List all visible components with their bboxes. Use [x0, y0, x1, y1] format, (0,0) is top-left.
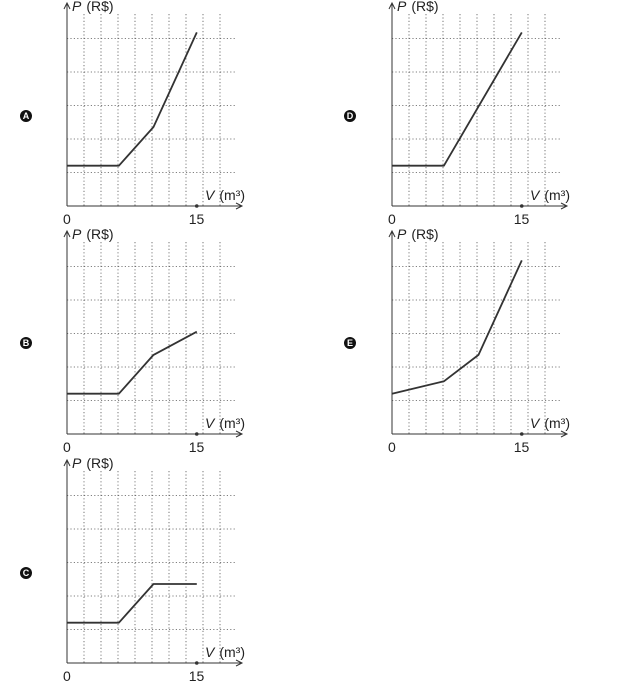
vertical-gridlines — [83, 242, 221, 434]
price-line — [67, 330, 198, 395]
x-tick-label-0: 0 — [63, 439, 71, 455]
y-axis-variable: P — [72, 455, 82, 471]
y-axis-arrow — [63, 1, 71, 10]
y-axis-label: P (R$) — [397, 226, 439, 242]
x-axis-variable: V — [205, 415, 216, 431]
x-axis-label: V (m³) — [205, 415, 245, 431]
x-tick-mark-15 — [194, 204, 199, 208]
badge-circle — [344, 110, 356, 122]
x-axis-label: V (m³) — [205, 187, 245, 203]
x-tick-label-15: 15 — [189, 211, 205, 227]
x-tick-label-15: 15 — [189, 439, 205, 455]
x-axis-unit: (m³) — [219, 644, 245, 660]
horizontal-gridlines — [392, 266, 561, 401]
badge-letter: D — [347, 111, 354, 121]
x-tick-label-0: 0 — [63, 211, 71, 227]
x-tick-mark-15 — [519, 432, 524, 436]
x-axis-arrow — [235, 430, 244, 438]
x-axis-arrow — [235, 202, 244, 210]
x-tick-mark-15 — [519, 204, 524, 208]
x-tick-label-0: 0 — [388, 211, 396, 227]
y-axis-unit: (R$) — [86, 226, 113, 242]
chart-option-d: P (R$) V (m³) 0 15 D — [344, 0, 570, 227]
chart-option-b: P (R$) V (m³) 0 15 B — [20, 226, 245, 455]
option-badge-d: D — [344, 110, 356, 122]
price-line — [67, 583, 197, 624]
y-axis-label: P (R$) — [72, 226, 114, 242]
x-axis-unit: (m³) — [544, 415, 570, 431]
x-axis-variable: V — [530, 187, 541, 203]
vertical-gridlines — [83, 14, 221, 206]
x-tick-label-0: 0 — [388, 439, 396, 455]
price-line — [67, 32, 198, 167]
y-axis-label: P (R$) — [397, 0, 439, 14]
x-tick-label-15: 15 — [189, 668, 205, 684]
chart-option-e: P (R$) V (m³) 0 15 E — [344, 226, 570, 455]
x-axis-variable: V — [530, 415, 541, 431]
y-axis-variable: P — [72, 0, 82, 14]
x-tick-mark-15 — [194, 661, 199, 665]
chart-option-a: P (R$) V (m³) 0 15 A — [20, 0, 245, 227]
y-axis-arrow — [63, 458, 71, 467]
y-axis-unit: (R$) — [86, 455, 113, 471]
x-axis-unit: (m³) — [219, 415, 245, 431]
badge-letter: E — [347, 338, 353, 348]
y-axis-label: P (R$) — [72, 0, 114, 14]
vertical-gridlines — [408, 242, 546, 434]
x-axis-unit: (m³) — [544, 187, 570, 203]
x-axis-variable: V — [205, 644, 216, 660]
y-axis-unit: (R$) — [86, 0, 113, 14]
x-tick-mark-15 — [194, 432, 199, 436]
badge-circle — [20, 110, 32, 122]
horizontal-gridlines — [392, 38, 561, 173]
option-badge-a: A — [20, 110, 32, 122]
horizontal-gridlines — [67, 38, 236, 173]
badge-letter: B — [23, 338, 30, 348]
horizontal-gridlines — [67, 266, 236, 401]
option-badge-b: B — [20, 337, 32, 349]
badge-letter: C — [23, 568, 30, 578]
x-axis-arrow — [560, 202, 569, 210]
x-axis-variable: V — [205, 187, 216, 203]
x-axis-unit: (m³) — [219, 187, 245, 203]
x-axis-label: V (m³) — [530, 415, 570, 431]
badge-circle — [20, 567, 32, 579]
x-tick-label-0: 0 — [63, 668, 71, 684]
badge-circle — [344, 337, 356, 349]
option-badge-e: E — [344, 337, 356, 349]
y-axis-arrow — [388, 229, 396, 238]
price-line — [392, 31, 523, 167]
y-axis-variable: P — [397, 226, 407, 242]
y-axis-arrow — [63, 229, 71, 238]
x-axis-label: V (m³) — [530, 187, 570, 203]
x-tick-label-15: 15 — [514, 211, 530, 227]
price-line — [391, 260, 523, 395]
y-axis-arrow — [388, 1, 396, 10]
y-axis-label: P (R$) — [72, 455, 114, 471]
option-badge-c: C — [20, 567, 32, 579]
y-axis-variable: P — [72, 226, 82, 242]
horizontal-gridlines — [67, 495, 236, 630]
badge-circle — [20, 337, 32, 349]
x-axis-arrow — [560, 430, 569, 438]
badge-letter: A — [23, 111, 30, 121]
y-axis-variable: P — [397, 0, 407, 14]
x-axis-label: V (m³) — [205, 644, 245, 660]
x-tick-label-15: 15 — [514, 439, 530, 455]
x-axis-arrow — [235, 659, 244, 667]
y-axis-unit: (R$) — [411, 0, 438, 14]
vertical-gridlines — [83, 471, 221, 663]
y-axis-unit: (R$) — [411, 226, 438, 242]
chart-option-c: P (R$) V (m³) 0 15 C — [20, 455, 245, 684]
